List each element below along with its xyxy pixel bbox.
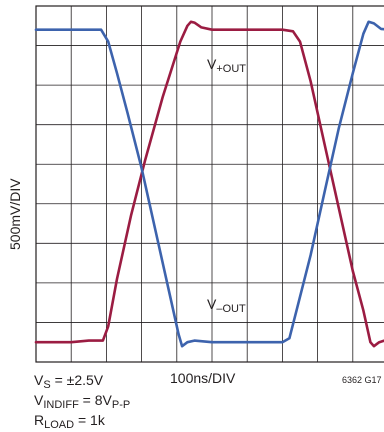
trace-positive-output	[34, 20, 384, 348]
y-axis-label: 500mV/DIV	[7, 178, 23, 250]
trace-label-positive-sub: +OUT	[216, 63, 246, 75]
trace-label-positive-output: V+OUT	[207, 56, 246, 75]
trace-label-positive-main: V	[207, 56, 217, 72]
supply-voltage-value: = ±2.5V	[50, 372, 104, 388]
input-diff-main: V	[34, 392, 44, 408]
load-resistance-condition: RLOAD = 1k	[34, 412, 105, 431]
figure-id: 6362 G17	[342, 375, 382, 385]
input-diff-condition: VINDIFF = 8VP-P	[34, 392, 131, 411]
trace-label-negative-sub: –OUT	[216, 303, 246, 315]
input-diff-sub: INDIFF	[43, 399, 79, 411]
input-diff-value: = 8V	[78, 392, 112, 408]
trace-label-negative-output: V–OUT	[207, 296, 246, 315]
x-axis-label: 100ns/DIV	[170, 370, 236, 386]
supply-voltage-condition: VS = ±2.5V	[34, 372, 104, 391]
trace-label-negative-main: V	[207, 296, 217, 312]
input-diff-unit-sub: P-P	[111, 399, 131, 411]
trace-group	[34, 20, 384, 348]
load-resistance-main: R	[34, 412, 45, 428]
load-resistance-value: = 1k	[74, 412, 105, 428]
supply-voltage-sub: S	[43, 379, 51, 391]
load-resistance-sub: LOAD	[44, 419, 75, 431]
supply-voltage-main: V	[34, 372, 44, 388]
trace-negative-output	[34, 20, 384, 348]
